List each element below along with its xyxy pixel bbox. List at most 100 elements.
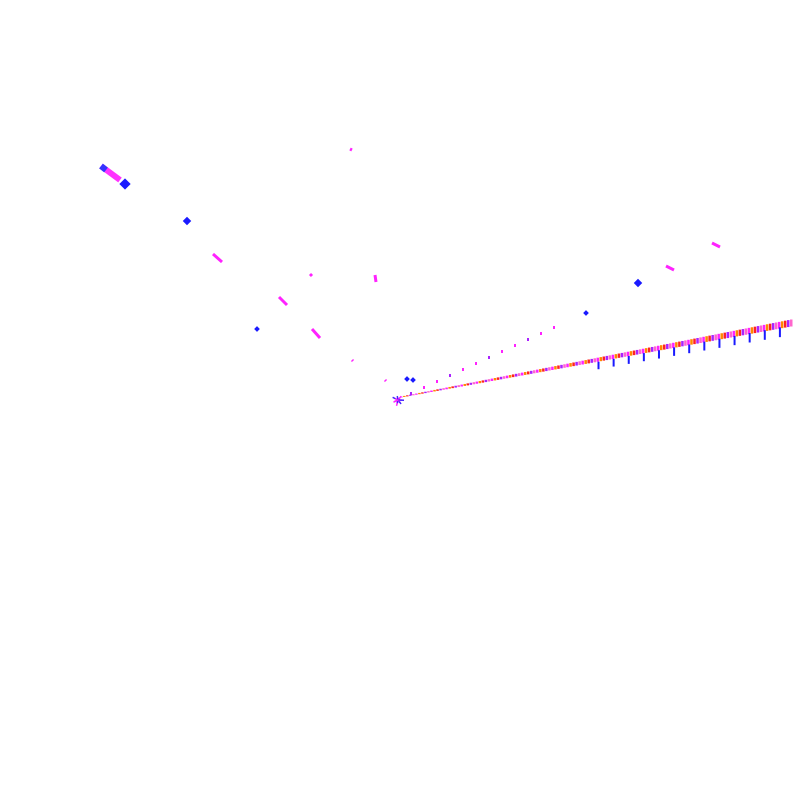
ribbon-hit xyxy=(617,353,621,358)
ribbon-hit xyxy=(777,321,781,329)
ribbon-hit xyxy=(747,327,751,335)
ribbon-hit xyxy=(681,340,684,347)
ribbon-hit xyxy=(666,343,669,350)
ribbon-hit xyxy=(672,342,675,348)
ribbon-hit xyxy=(653,346,657,352)
ribbon-hit xyxy=(563,364,566,368)
ribbon-tick xyxy=(703,341,706,351)
ribbon-hit xyxy=(771,323,775,330)
ribbon-hit xyxy=(502,376,506,379)
ribbon-hit xyxy=(684,340,687,346)
ribbon-hit xyxy=(605,355,609,361)
ribbon-hit xyxy=(590,358,593,363)
ribbon-hit xyxy=(635,349,639,355)
ribbon-hit xyxy=(445,387,448,390)
ribbon-hit xyxy=(460,384,463,387)
ribbon-hit xyxy=(638,349,642,355)
ribbon-hit xyxy=(493,377,497,381)
ribbon-hit xyxy=(708,335,711,342)
hit-marker xyxy=(410,377,416,383)
track-hit xyxy=(540,332,542,335)
ribbon-hit xyxy=(469,382,473,385)
vertex-hit xyxy=(394,399,399,403)
ribbon-hit xyxy=(569,363,572,367)
ribbon-tick xyxy=(718,338,721,348)
ribbon-tick xyxy=(763,330,766,340)
ribbon-hit xyxy=(496,377,500,380)
ribbon-hit xyxy=(660,345,663,351)
ribbon-hit xyxy=(578,361,581,366)
ribbon-hit xyxy=(732,330,736,337)
track-hit xyxy=(488,356,490,359)
ribbon-hit xyxy=(523,372,527,375)
ribbon-hit xyxy=(693,338,696,345)
ribbon-hit xyxy=(753,326,757,334)
hit-stroke xyxy=(711,241,721,249)
ribbon-hit xyxy=(554,366,557,370)
ribbon-hit xyxy=(505,375,509,379)
track-hit xyxy=(514,344,516,347)
ribbon-hit xyxy=(699,337,702,344)
ribbon-hit xyxy=(481,380,485,383)
hit-stroke xyxy=(310,328,322,339)
track-hit xyxy=(475,362,477,365)
ribbon-hit xyxy=(623,352,627,357)
ribbon-tick xyxy=(627,355,630,364)
track-hit xyxy=(527,338,529,341)
ribbon-hit xyxy=(430,390,433,392)
ribbon-hit xyxy=(756,326,760,333)
ribbon-hit xyxy=(572,362,575,367)
ribbon-hit xyxy=(499,376,503,380)
ribbon-hit xyxy=(723,332,726,339)
ribbon-hit xyxy=(744,328,748,335)
hit-stroke xyxy=(212,252,223,264)
track-hit xyxy=(449,374,451,377)
ribbon-hit xyxy=(526,371,530,375)
ribbon-hit xyxy=(750,327,754,334)
ribbon-hit xyxy=(614,354,618,359)
ribbon-hit xyxy=(551,366,554,370)
ribbon-hit xyxy=(705,336,708,342)
ribbon-hit xyxy=(548,367,551,371)
ribbon-tick xyxy=(597,361,600,370)
ribbon-tick xyxy=(642,353,645,362)
ribbon-hit xyxy=(729,331,733,338)
ribbon-hit xyxy=(669,343,672,349)
ribbon-tick xyxy=(688,344,691,354)
ribbon-hit xyxy=(768,323,772,331)
hit-stroke xyxy=(373,274,378,283)
ribbon-hit xyxy=(675,342,678,348)
ribbon-hit xyxy=(584,360,587,364)
ribbon-hit xyxy=(412,394,415,396)
ribbon-hit xyxy=(678,341,681,347)
ribbon-hit xyxy=(566,363,569,368)
track-hit xyxy=(410,392,412,395)
ribbon-hit xyxy=(487,379,491,382)
ribbon-hit xyxy=(581,360,584,365)
ribbon-hit xyxy=(783,320,787,328)
ribbon-hit xyxy=(626,351,630,357)
ribbon-hit xyxy=(720,333,723,340)
ribbon-hit xyxy=(409,394,412,396)
ribbon-hit xyxy=(418,392,421,395)
ribbon-hit xyxy=(596,357,600,362)
ribbon-hit xyxy=(517,373,521,377)
ribbon-hit xyxy=(451,386,454,389)
ribbon-hit xyxy=(629,351,633,356)
ribbon-hit xyxy=(439,388,442,391)
ribbon-tick xyxy=(733,335,736,346)
hit-marker xyxy=(254,326,260,332)
ribbon-hit xyxy=(656,345,660,351)
ribbon-hit xyxy=(406,395,409,397)
ribbon-hit xyxy=(780,321,784,329)
ribbon-hit xyxy=(490,378,494,381)
hit-stroke xyxy=(665,264,675,272)
ribbon-hit xyxy=(520,372,524,376)
ribbon-hit xyxy=(786,320,790,328)
ribbon-hit xyxy=(632,350,636,356)
ribbon-hit xyxy=(475,381,479,384)
track-hit xyxy=(501,350,503,353)
ribbon-hit xyxy=(424,391,427,394)
ribbon-hit xyxy=(735,330,739,337)
